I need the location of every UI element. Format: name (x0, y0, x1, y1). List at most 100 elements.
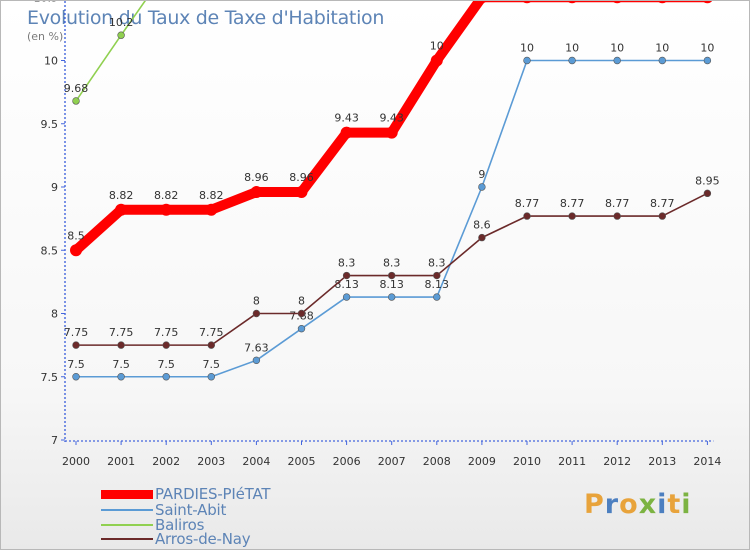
data-point (250, 186, 263, 199)
data-point (612, 1, 622, 4)
x-tick-label: 2013 (648, 455, 676, 468)
data-label: 9.43 (379, 112, 404, 125)
data-point (433, 271, 441, 280)
data-point (295, 186, 308, 199)
data-label: 8.13 (379, 278, 404, 291)
data-label: 9.68 (64, 82, 89, 95)
data-point (658, 56, 666, 65)
data-label: 7.75 (64, 326, 89, 339)
data-point (72, 97, 80, 105)
legend-swatch-saint-abit (101, 509, 153, 511)
data-point (252, 309, 261, 318)
data-label: 8.5 (67, 229, 85, 242)
data-point (388, 293, 396, 301)
data-point (430, 54, 443, 67)
data-point (207, 341, 216, 349)
legend-swatch-arros-de-nay (101, 538, 153, 540)
data-label: 7.75 (199, 326, 224, 339)
y-tick-label: 9.5 (41, 118, 59, 131)
data-point (567, 1, 577, 4)
x-tick-label: 2002 (152, 455, 180, 468)
data-label: 7.5 (203, 358, 221, 371)
data-point (340, 126, 353, 139)
data-point (433, 293, 441, 301)
data-point (342, 293, 351, 301)
data-point (658, 212, 666, 220)
data-point (162, 373, 170, 381)
proxiti-logo: Proxiti (584, 489, 692, 520)
data-label: 8.77 (560, 197, 585, 210)
data-label: 8.3 (383, 257, 401, 270)
data-label: 7.5 (157, 358, 175, 371)
data-label: 8.96 (289, 171, 314, 184)
data-point (117, 373, 125, 381)
y-tick-label: 8.5 (41, 244, 59, 257)
data-label: 9 (478, 168, 485, 181)
legend-label-baliros: Baliros (155, 516, 205, 534)
data-label: 8.77 (650, 197, 675, 210)
data-label: 10 (700, 42, 714, 55)
data-point (388, 271, 396, 280)
data-point (117, 341, 125, 349)
x-tick-label: 2011 (558, 455, 586, 468)
data-label: 8.82 (109, 189, 134, 202)
legend-label-pardies: PARDIES-PIéTAT (155, 485, 271, 503)
data-label: 8.6 (473, 219, 491, 232)
data-point (72, 373, 80, 381)
data-label: 8.13 (334, 278, 359, 291)
x-tick-label: 2008 (423, 455, 451, 468)
data-label: 8.96 (244, 171, 269, 184)
data-label: 7.5 (112, 358, 130, 371)
chart-unit-label: (en %) (27, 30, 64, 43)
data-label: 10 (520, 42, 534, 55)
data-point (252, 356, 261, 365)
legend-swatch-pardies (101, 490, 153, 499)
data-label: 8.3 (338, 257, 356, 270)
x-tick-label: 2006 (333, 455, 361, 468)
chart-title: Evolution du Taux de Taxe d'Habitation (27, 7, 385, 29)
data-point (477, 1, 487, 4)
data-point (522, 1, 532, 4)
data-label: 8.77 (605, 197, 630, 210)
y-tick-label: 8 (51, 308, 58, 321)
data-point (568, 56, 576, 65)
data-label: 8.13 (425, 278, 450, 291)
x-tick-label: 2012 (603, 455, 631, 468)
data-point (115, 203, 128, 216)
x-tick-label: 2000 (62, 455, 90, 468)
data-label: 10.2 (109, 16, 134, 29)
data-point (207, 373, 216, 381)
y-tick-label: 10 (44, 55, 58, 68)
legend-label-arros-de-nay: Arros-de-Nay (155, 530, 251, 548)
data-point (297, 324, 306, 333)
data-point (478, 233, 486, 242)
y-tick-label: 7 (51, 434, 58, 447)
data-label: 10 (610, 42, 624, 55)
x-tick-label: 2001 (107, 455, 135, 468)
data-point (657, 1, 667, 4)
data-label: 7.5 (67, 358, 85, 371)
data-point (160, 203, 173, 216)
x-tick-label: 2004 (242, 455, 270, 468)
data-label: 7.75 (154, 326, 179, 339)
x-tick-label: 2010 (513, 455, 541, 468)
data-label: 8.95 (695, 174, 720, 187)
data-point (205, 203, 218, 216)
data-point (478, 183, 486, 191)
data-point (70, 244, 82, 257)
data-label: 8.82 (199, 189, 224, 202)
x-tick-label: 2014 (693, 455, 721, 468)
y-tick-label: 7.5 (41, 371, 59, 384)
legend-swatch-baliros (101, 524, 153, 526)
data-label: 8.82 (154, 189, 179, 202)
data-label: 8 (253, 295, 260, 308)
data-label: 8.77 (515, 197, 540, 210)
x-tick-label: 2005 (288, 455, 316, 468)
data-point (613, 56, 621, 65)
data-point (703, 56, 712, 65)
data-label: 7.63 (244, 341, 269, 354)
data-point (702, 1, 713, 4)
data-point (613, 212, 621, 220)
data-point (385, 126, 398, 139)
data-label: 8 (298, 295, 305, 308)
